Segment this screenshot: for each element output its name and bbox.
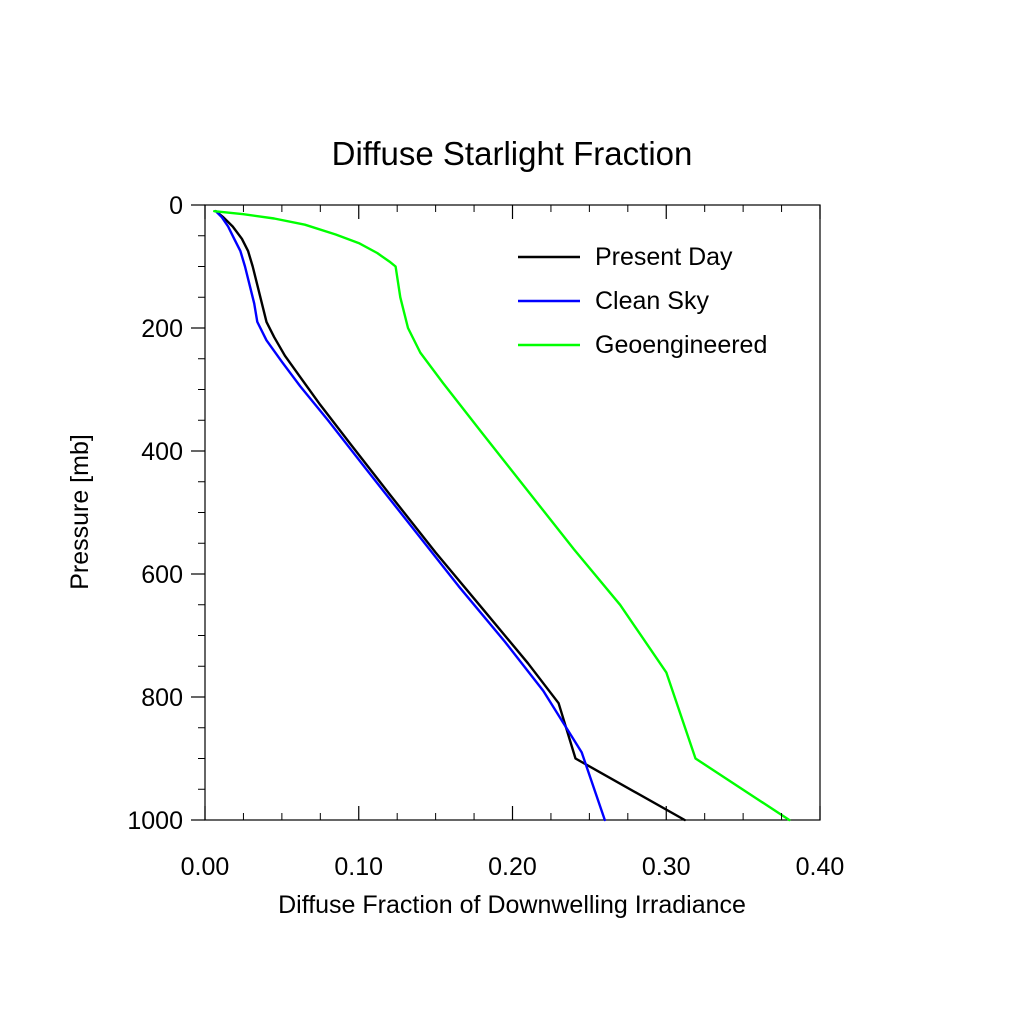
series-group	[212, 209, 791, 822]
y-tick-label: 600	[141, 561, 183, 589]
x-tick-label: 0.20	[488, 853, 537, 881]
y-tick-label: 200	[141, 315, 183, 343]
legend: Present Day Clean Sky Geoengineered	[518, 243, 767, 359]
x-tick-label: 0.40	[796, 853, 845, 881]
chart-title: Diffuse Starlight Fraction	[332, 135, 693, 172]
x-tick-label: 0.00	[181, 853, 230, 881]
y-tick-label: 800	[141, 684, 183, 712]
y-tick-label: 0	[169, 192, 183, 220]
y-tick-label: 400	[141, 438, 183, 466]
y-axis-title: Pressure [mb]	[66, 434, 94, 590]
series-line-geoengineered	[212, 209, 791, 822]
series-line-clean-sky	[214, 209, 606, 822]
x-tick-label: 0.10	[334, 853, 383, 881]
legend-label: Clean Sky	[595, 287, 709, 315]
series-line-present-day	[214, 209, 686, 822]
x-tick-label: 0.30	[642, 853, 691, 881]
legend-label: Present Day	[595, 243, 733, 271]
plot-frame	[204, 204, 821, 821]
y-axis: 0 200 400 600 800 1000	[127, 192, 205, 835]
x-axis-title: Diffuse Fraction of Downwelling Irradian…	[278, 891, 746, 919]
legend-label: Geoengineered	[595, 331, 767, 359]
y-tick-label: 1000	[127, 807, 183, 835]
x-axis: 0.00 0.10 0.20 0.30 0.40	[181, 205, 845, 881]
